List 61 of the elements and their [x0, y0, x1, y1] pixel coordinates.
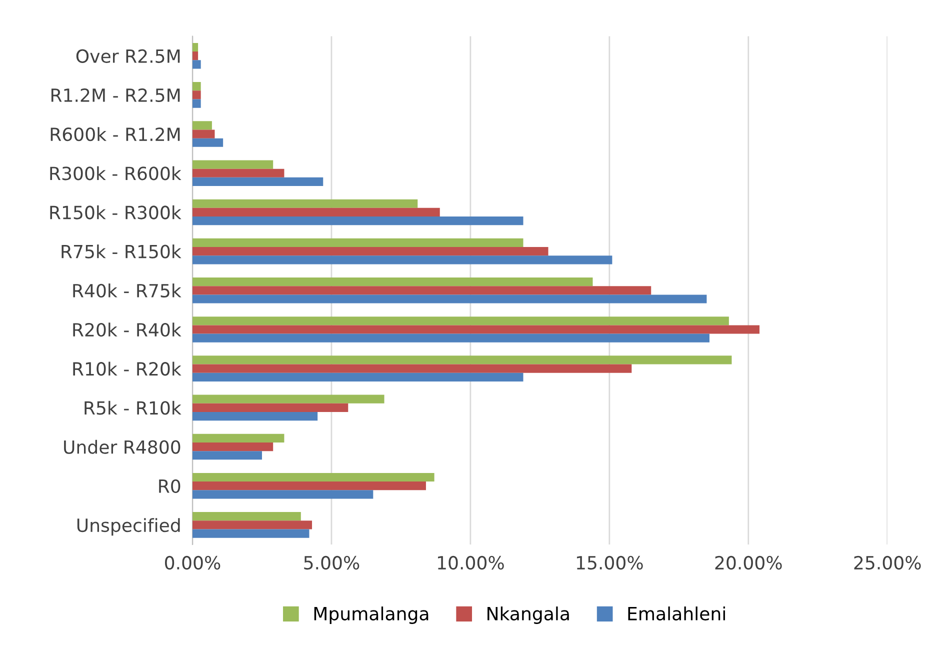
bar [192, 82, 201, 91]
y-tick-label: R75k - R150k [62, 244, 182, 258]
bar [192, 60, 201, 69]
y-tick-label: R1.2M - R2.5M [51, 88, 180, 102]
bar [192, 286, 652, 295]
bar [192, 325, 760, 334]
bar [192, 412, 318, 421]
x-tick-label: 20.00% [715, 556, 782, 570]
bar [192, 121, 212, 130]
y-tick-label: R5k - R10k [84, 400, 182, 415]
bar [192, 472, 434, 482]
bar [192, 278, 593, 286]
y-tick-label: Over R2.5M [76, 49, 180, 63]
bar [192, 490, 374, 499]
bar [192, 208, 440, 217]
y-tick-label: Unspecified [77, 518, 180, 536]
bar [192, 403, 348, 412]
x-tick-label: 15.00% [576, 556, 643, 570]
y-tick-label: R40k - R75k [73, 284, 182, 298]
y-tick-label: R20k - R40k [73, 322, 182, 337]
bar [192, 168, 284, 178]
bar [192, 520, 312, 530]
bar [192, 434, 284, 442]
y-tick-label: R150k - R300k [50, 205, 182, 220]
y-tick-label: Under R4800 [64, 440, 180, 454]
legend-label: Mpumalanga [314, 606, 428, 624]
x-tick-label: 25.00% [854, 556, 921, 570]
bar [192, 177, 324, 186]
bar [192, 90, 201, 100]
bar [192, 247, 548, 256]
bar [192, 199, 418, 208]
bar [192, 294, 707, 304]
bar [192, 334, 710, 342]
bar [192, 356, 732, 364]
bar [192, 256, 612, 264]
y-tick-label: R300k - R600k [50, 166, 182, 180]
bar [192, 529, 310, 538]
bar [192, 442, 274, 452]
x-tick-label: 5.00% [304, 556, 360, 570]
y-tick-label: R10k - R20k [73, 362, 182, 376]
bar [192, 238, 524, 248]
bar [192, 364, 632, 373]
bar [192, 216, 524, 226]
bar [192, 394, 384, 404]
bar [192, 52, 198, 60]
y-tick-label: R600k - R1.2M [50, 127, 180, 142]
bar [192, 130, 215, 138]
bar [192, 451, 262, 460]
bar [192, 99, 201, 108]
bar [192, 512, 301, 521]
legend-label: Nkangala [488, 606, 569, 624]
bar [192, 372, 524, 382]
x-tick-label: 0.00% [165, 556, 220, 570]
bar [192, 138, 224, 147]
y-tick-label: R0 [159, 479, 180, 493]
bar [192, 160, 274, 169]
x-tick-label: 10.00% [438, 556, 504, 570]
bar [192, 316, 729, 326]
bar [192, 42, 198, 52]
bar [192, 482, 426, 490]
legend-label: Emalahleni [628, 606, 725, 620]
